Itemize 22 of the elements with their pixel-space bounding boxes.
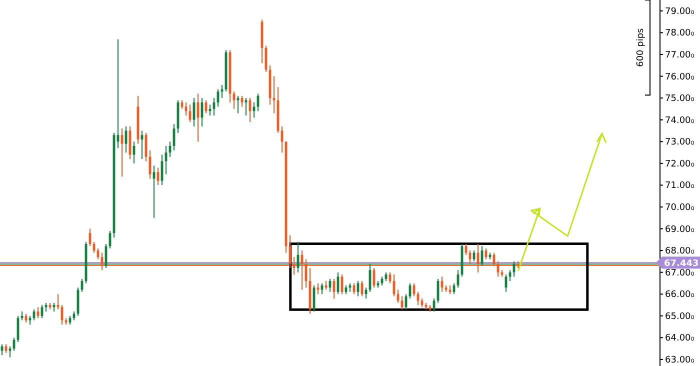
y-tick-label: 66.00₀: [665, 290, 695, 300]
y-tick-label: 72.00₀: [665, 159, 695, 170]
y-tick-label: 74.00₀: [665, 116, 695, 126]
ref-line-label: 67.443: [664, 259, 699, 270]
y-tick-label: 63.00₀: [665, 355, 695, 366]
annotation: 600 pips: [636, 28, 646, 67]
candlestick: [316, 282, 320, 295]
y-tick-label: 73.00₀: [665, 138, 695, 148]
candlestick: [244, 98, 248, 116]
y-tick-label: 70.00₀: [665, 202, 695, 213]
candlestick: [8, 346, 12, 358]
y-tick-label: 67.00₀: [665, 268, 695, 278]
y-tick-label: 69.00₀: [665, 224, 695, 235]
y-tick-label: 76.00₀: [665, 72, 695, 82]
y-tick-label: 65.00₀: [665, 312, 695, 322]
y-tick-label: 71.00₀: [665, 181, 695, 192]
y-tick-label: 64.00₀: [665, 334, 695, 344]
y-tick-label: 75.00₀: [665, 94, 695, 104]
y-tick-label: 68.00₀: [665, 246, 695, 257]
y-tick-label: 79.00₀: [665, 6, 695, 17]
y-tick-label: 77.00₀: [665, 50, 695, 60]
y-tick-label: 78.00₀: [665, 28, 695, 39]
